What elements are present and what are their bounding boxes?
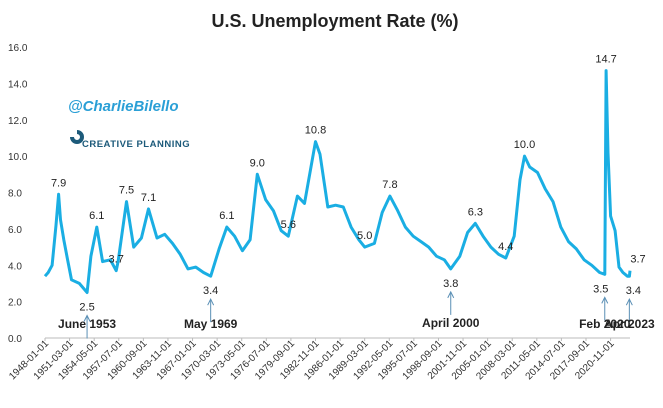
- data-label: 3.4: [626, 285, 641, 297]
- data-label: 6.3: [468, 206, 483, 218]
- callout-label: Apr 2023: [604, 317, 655, 331]
- y-tick-label: 12.0: [8, 116, 28, 127]
- callout-arrowhead: [447, 290, 455, 299]
- y-tick-label: 6.0: [8, 225, 22, 236]
- data-label: 9.0: [250, 157, 265, 169]
- callout-label: June 1953: [58, 317, 116, 331]
- callout-arrowhead: [601, 296, 609, 304]
- series-line: [43, 69, 632, 294]
- data-label: 2.5: [79, 302, 94, 314]
- data-label: 3.4: [203, 285, 218, 297]
- data-label: 10.8: [305, 125, 326, 137]
- callout-label: May 1969: [184, 317, 238, 331]
- y-tick-label: 8.0: [8, 189, 22, 200]
- data-label: 6.1: [219, 210, 234, 222]
- callout-label: April 2000: [422, 316, 480, 330]
- data-label: 5.6: [281, 219, 296, 231]
- data-label: 3.7: [109, 254, 124, 266]
- callout-label: Feb 2020: [579, 317, 631, 331]
- data-label: 7.1: [141, 192, 156, 204]
- watermark: @CharlieBilello: [68, 98, 179, 115]
- data-label: 14.7: [595, 54, 616, 66]
- data-label: 3.7: [630, 254, 645, 266]
- data-label: 7.8: [382, 179, 397, 191]
- callout-arrowhead: [625, 298, 633, 306]
- brand-name: CREATIVE PLANNING: [82, 139, 190, 150]
- callout-arrowhead: [83, 314, 91, 322]
- y-tick-label: 14.0: [8, 79, 28, 90]
- chart-title: U.S. Unemployment Rate (%): [211, 11, 458, 31]
- y-tick-label: 0.0: [8, 334, 22, 345]
- y-tick-label: 10.0: [8, 152, 28, 163]
- callout-arrowhead: [207, 298, 215, 306]
- data-label: 3.8: [443, 278, 458, 290]
- data-label: 7.5: [119, 185, 134, 197]
- data-label: 3.5: [593, 283, 608, 295]
- brand-logo: [70, 130, 84, 144]
- data-label: 6.1: [89, 210, 104, 222]
- data-label: 10.0: [514, 139, 535, 151]
- y-tick-label: 4.0: [8, 261, 22, 272]
- data-label: 4.4: [498, 241, 513, 253]
- y-tick-label: 16.0: [8, 43, 28, 54]
- y-tick-label: 2.0: [8, 298, 22, 309]
- data-label: 5.0: [357, 230, 372, 242]
- data-label: 7.9: [51, 177, 66, 189]
